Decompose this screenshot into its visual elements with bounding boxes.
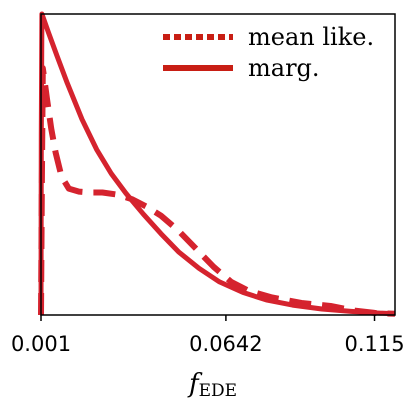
series-layer <box>38 11 396 317</box>
legend-label-mean-like: mean like. <box>248 23 374 51</box>
x-tick-label: 0.001 <box>11 332 71 356</box>
x-ticks: 0.001 0.0642 0.115 <box>11 315 405 356</box>
plot-frame <box>40 13 396 316</box>
legend: mean like. marg. <box>163 23 374 82</box>
x-axis-label: fEDE <box>187 369 237 401</box>
x-tick-label: 0.0642 <box>189 332 262 356</box>
series-line-marg <box>38 11 396 317</box>
legend-label-marg: marg. <box>248 54 320 82</box>
x-tick-label: 0.115 <box>344 332 404 356</box>
x-axis-label-subscript: EDE <box>199 381 237 401</box>
plot-area <box>38 11 396 317</box>
